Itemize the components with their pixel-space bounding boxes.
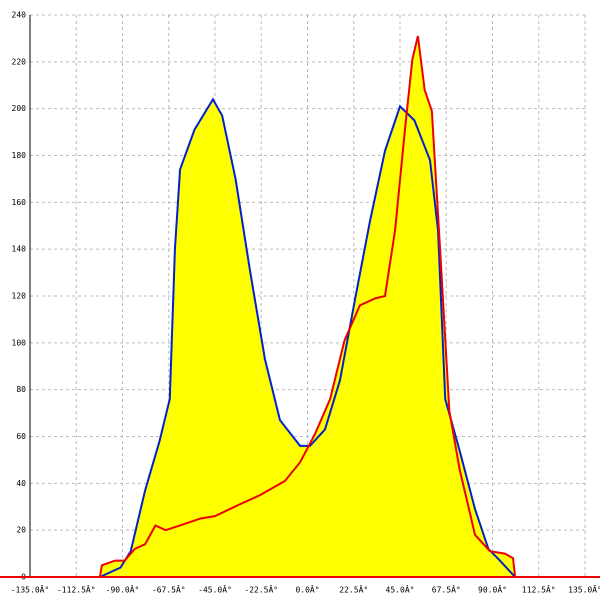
line bbox=[98, 35, 517, 578]
y-tick-label: 220 bbox=[12, 57, 27, 66]
x-tick-label: -90.0Â° bbox=[106, 584, 140, 595]
x-tick-label: 22.5Â° bbox=[339, 584, 368, 595]
x-tick-label: 90.0Â° bbox=[478, 584, 507, 595]
y-tick-label: 20 bbox=[16, 526, 26, 535]
x-tick-label: -67.5Â° bbox=[152, 584, 186, 595]
y-tick-label: 180 bbox=[12, 151, 27, 160]
x-tick-label: -135.0Â° bbox=[11, 584, 50, 595]
y-tick-label: 140 bbox=[12, 245, 27, 254]
x-tick-label: -45.0Â° bbox=[198, 584, 232, 595]
line bbox=[99, 97, 516, 578]
x-tick-label: 0.0Â° bbox=[295, 584, 319, 595]
y-tick-label: 160 bbox=[12, 198, 27, 207]
area bbox=[99, 36, 516, 577]
x-tick-label: 112.5Â° bbox=[522, 584, 556, 595]
y-tick-label: 80 bbox=[16, 385, 26, 394]
y-tick-label: 100 bbox=[12, 338, 27, 347]
y-tick-label: 120 bbox=[12, 292, 27, 301]
x-tick-label: -112.5Â° bbox=[57, 584, 96, 595]
y-tick-label: 40 bbox=[16, 479, 26, 488]
x-tick-label: 45.0Â° bbox=[386, 584, 415, 595]
x-tick-label: 135.0Â° bbox=[568, 584, 600, 595]
y-tick-label: 200 bbox=[12, 104, 27, 113]
x-tick-label: -22.5Â° bbox=[244, 584, 278, 595]
x-tick-label: 67.5Â° bbox=[432, 584, 461, 595]
y-tick-label: 240 bbox=[12, 11, 27, 20]
y-tick-label: 60 bbox=[16, 432, 26, 441]
